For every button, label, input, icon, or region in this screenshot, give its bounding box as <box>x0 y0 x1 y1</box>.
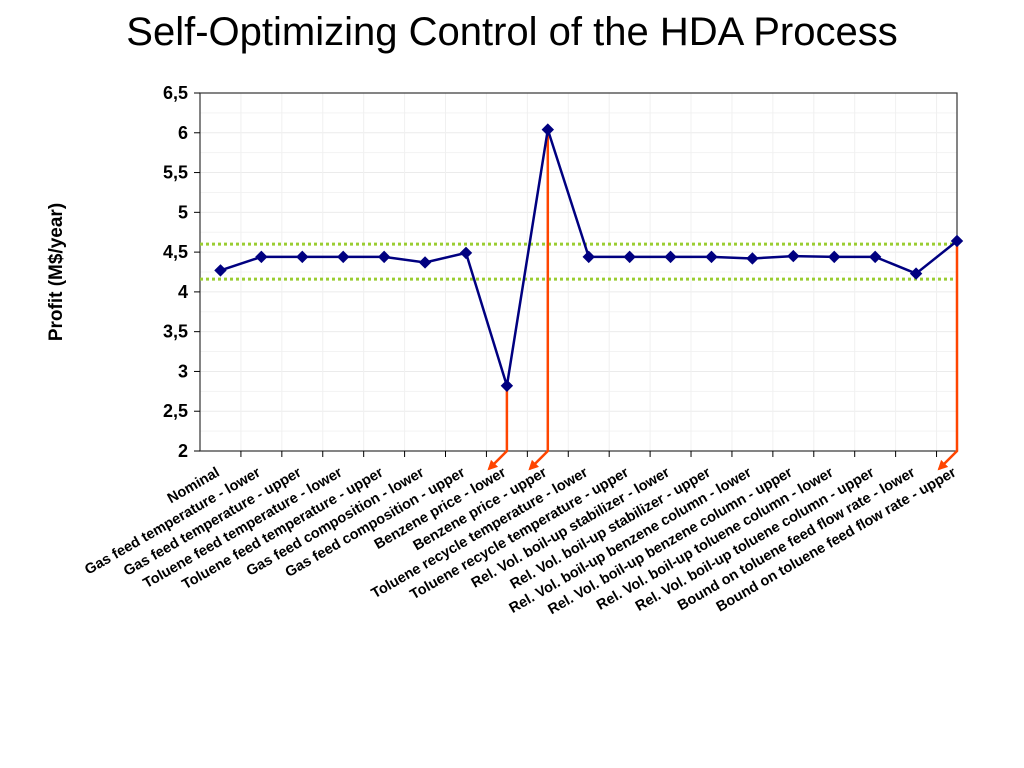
data-point <box>787 249 800 263</box>
y-tick-label: 3 <box>178 361 188 381</box>
data-point <box>828 250 841 264</box>
data-point <box>377 250 391 264</box>
data-point <box>500 379 514 392</box>
data-point <box>909 267 923 280</box>
data-point <box>705 250 718 264</box>
title-wrapper: Self-Optimizing Control of the HDA Proce… <box>0 0 1024 62</box>
reference-lines <box>200 242 957 281</box>
data-point <box>255 250 268 264</box>
data-point <box>214 264 227 277</box>
data-point <box>459 246 473 260</box>
y-tick-label: 3,5 <box>163 322 188 342</box>
annotation-arrow <box>937 240 959 471</box>
y-tick-label: 5 <box>178 202 188 222</box>
annotation-arrow <box>528 129 550 471</box>
chart-title: Self-Optimizing Control of the HDA Proce… <box>126 10 898 54</box>
y-tick-label: 2,5 <box>163 401 188 421</box>
data-point <box>296 250 309 264</box>
data-point <box>582 250 595 264</box>
annotation-arrow <box>487 385 509 471</box>
y-tick-label: 6 <box>178 123 188 143</box>
y-tick-label: 6,5 <box>163 83 188 103</box>
data-point <box>664 250 677 264</box>
data-point <box>418 256 432 269</box>
y-tick-label: 2 <box>178 441 188 461</box>
axes <box>194 92 958 457</box>
grid <box>200 92 957 452</box>
data-point <box>868 250 882 264</box>
y-tick-label: 4,5 <box>163 242 188 262</box>
y-axis-title: Profit (M$/year) <box>46 203 67 341</box>
series <box>214 123 964 392</box>
data-point <box>541 123 555 136</box>
y-tick-label: 5,5 <box>163 163 188 183</box>
data-point <box>746 252 759 265</box>
annotation-arrows <box>487 129 959 471</box>
data-point <box>950 234 964 248</box>
y-tick-label: 4 <box>178 282 188 302</box>
data-point <box>337 250 350 264</box>
data-point <box>623 250 636 264</box>
